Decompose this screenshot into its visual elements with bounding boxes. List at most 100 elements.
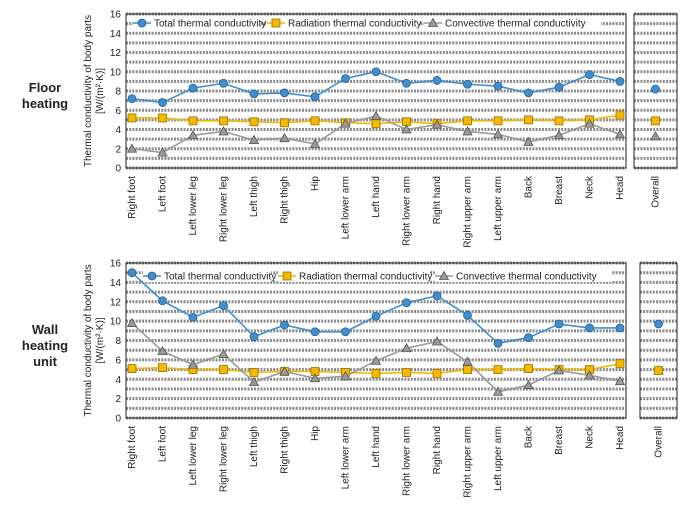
data-point xyxy=(249,332,259,342)
x-tick-label-overall: Overall xyxy=(654,426,665,458)
data-point xyxy=(158,113,167,123)
x-tick-label: Hip xyxy=(310,426,321,441)
x-tick-label: Back xyxy=(524,175,535,198)
x-tick-label: Hip xyxy=(310,176,321,191)
data-point xyxy=(340,118,351,128)
data-point xyxy=(524,333,533,342)
data-point xyxy=(157,147,168,157)
data-point xyxy=(492,128,504,139)
x-tick-label: Left hand xyxy=(371,426,382,468)
data-point xyxy=(309,138,321,148)
data-point xyxy=(615,76,625,86)
panel-label-line: heating xyxy=(21,338,69,353)
y-axis-label: Thermal conductivity of body parts xyxy=(83,264,94,416)
data-point xyxy=(585,323,594,333)
data-point xyxy=(157,345,168,356)
data-point xyxy=(340,371,351,381)
data-point xyxy=(218,126,229,136)
data-point xyxy=(493,365,503,374)
data-point xyxy=(341,327,350,337)
y-tick-label: 0 xyxy=(115,414,121,425)
y-axis-label: Thermal conductivity of body parts xyxy=(83,15,94,167)
data-point xyxy=(370,355,382,365)
x-tick-label: Back xyxy=(524,425,535,448)
x-tick-label: Right upper arm xyxy=(463,426,474,498)
overall-point xyxy=(654,319,663,329)
data-point xyxy=(219,116,228,126)
data-point xyxy=(248,376,260,387)
legend-background xyxy=(267,16,419,29)
legend-label: Convective thermal conductivity xyxy=(456,272,597,283)
overall-point xyxy=(654,366,663,375)
data-point xyxy=(585,70,594,80)
panel-label-floor: Floor heating xyxy=(10,80,80,112)
data-point xyxy=(524,88,533,98)
y-tick-label: 16 xyxy=(110,10,122,21)
overall-frame xyxy=(639,262,678,419)
data-point xyxy=(463,365,472,374)
data-point xyxy=(492,386,504,396)
x-tick-label: Neck xyxy=(585,425,596,449)
y-tick-label: 12 xyxy=(110,48,122,59)
x-tick-label: Left upper arm xyxy=(493,426,504,491)
legend-marker xyxy=(438,270,450,280)
x-tick-label: Breast xyxy=(554,426,565,455)
x-tick-label: Neck xyxy=(585,175,596,199)
data-point xyxy=(615,359,625,369)
x-tick-label: Left foot xyxy=(158,176,169,212)
data-point xyxy=(614,375,626,386)
data-point xyxy=(401,342,412,353)
x-tick-label: Left thigh xyxy=(249,426,260,467)
data-point xyxy=(371,67,381,77)
panel-label-line: heating xyxy=(21,96,69,111)
data-point xyxy=(158,98,167,107)
legend-marker xyxy=(427,17,439,27)
x-tick-label: Head xyxy=(615,176,626,200)
y-tick-label: 8 xyxy=(115,336,121,347)
x-tick-label: Left hand xyxy=(371,176,382,218)
data-point xyxy=(523,379,534,389)
overall-point xyxy=(651,84,660,94)
data-point xyxy=(493,339,503,348)
series-line xyxy=(131,70,621,104)
data-point xyxy=(615,110,625,120)
data-point xyxy=(523,136,534,146)
legend-background xyxy=(278,269,430,282)
overall-point xyxy=(650,130,661,141)
data-point xyxy=(127,113,137,123)
plot-frame xyxy=(125,13,627,169)
data-point xyxy=(158,363,167,373)
data-point xyxy=(462,126,473,136)
legend-label: Total thermal conductivity xyxy=(164,272,276,283)
x-tick-label: Left lower leg xyxy=(188,176,199,235)
x-tick-label: Left foot xyxy=(158,426,169,462)
legend-background xyxy=(143,269,271,282)
data-point xyxy=(188,83,198,93)
x-tick-label: Right foot xyxy=(127,426,138,469)
data-point xyxy=(249,117,259,127)
data-point xyxy=(493,116,503,126)
data-point xyxy=(402,368,411,377)
y-tick-label: 6 xyxy=(115,106,121,117)
panel-label-line: Wall xyxy=(31,322,59,337)
y-tick-label: 14 xyxy=(110,29,122,40)
y-tick-label: 0 xyxy=(115,164,121,175)
data-point xyxy=(310,116,320,126)
x-tick-label: Right thigh xyxy=(280,176,291,224)
legend-background xyxy=(424,16,601,29)
overall-point xyxy=(651,116,660,126)
data-point xyxy=(218,348,229,358)
x-tick-label: Right lower arm xyxy=(402,176,413,246)
data-point xyxy=(524,115,533,125)
x-tick-label: Left lower arm xyxy=(341,176,352,239)
data-point xyxy=(432,291,442,301)
data-point xyxy=(280,320,289,330)
data-point xyxy=(432,369,442,378)
panel-label-wall: Wall heating unit xyxy=(10,322,80,370)
y-tick-label: 14 xyxy=(110,278,122,289)
data-point xyxy=(402,78,411,88)
data-point xyxy=(249,89,259,99)
data-point xyxy=(371,119,381,129)
data-point xyxy=(158,296,167,306)
